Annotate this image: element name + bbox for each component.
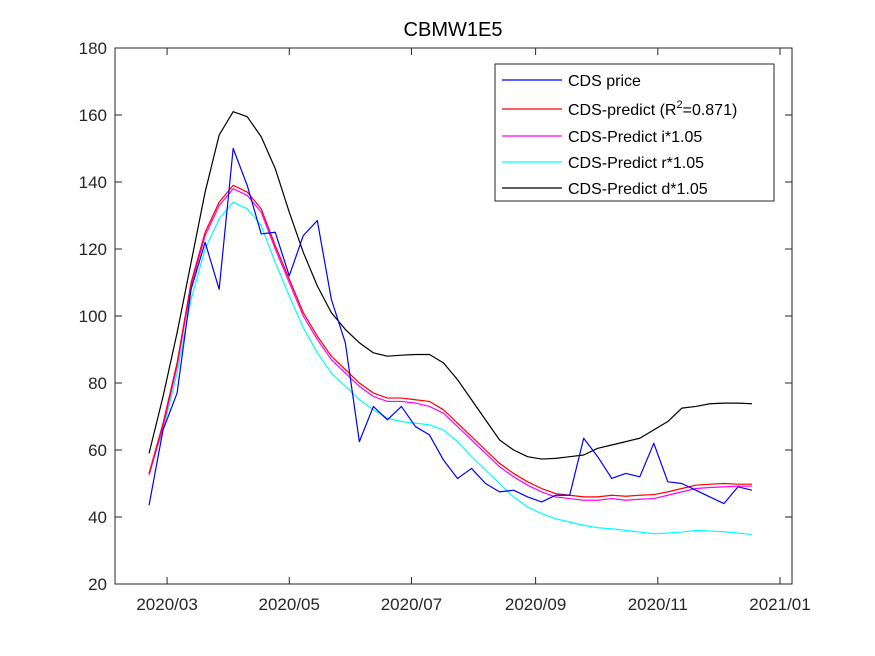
y-tick-label: 40 <box>88 508 107 527</box>
x-tick-label: 2020/11 <box>628 595 688 614</box>
legend-box <box>494 63 775 202</box>
x-tick-label: 2020/05 <box>259 595 320 614</box>
legend: CDS price CDS-predict (R2=0.871) CDS-Predi… <box>494 63 775 202</box>
legend-label-2: CDS-Predict i*1.05 <box>568 129 702 146</box>
series-line-2 <box>148 188 752 501</box>
y-tick-label: 20 <box>88 575 107 594</box>
x-tick-label: 2020/09 <box>505 595 566 614</box>
legend-label-4: CDS-Predict d*1.05 <box>568 181 708 198</box>
x-tick-label: 2020/07 <box>381 595 442 614</box>
y-tick-label: 120 <box>79 240 107 259</box>
axis-layer: 20 40 60 80 100 120 140 160 180 2020/03 2020/05 202… <box>79 39 811 614</box>
series-line-4 <box>148 111 752 460</box>
legend-label-0: CDS price <box>568 73 641 90</box>
y-tick-label: 100 <box>79 307 107 326</box>
legend-label-3: CDS-Predict r*1.05 <box>568 155 704 172</box>
x-tick-label: 2021/01 <box>749 595 810 614</box>
y-tick-label: 80 <box>88 374 107 393</box>
series-line-3 <box>148 201 752 536</box>
series-line-0 <box>148 147 753 506</box>
chart-title: CBMW1E5 <box>404 19 503 41</box>
y-tick-label: 180 <box>79 39 107 58</box>
x-tick-label: 2020/03 <box>136 595 197 614</box>
y-tick-label: 140 <box>79 173 107 192</box>
y-tick-label: 160 <box>79 106 107 125</box>
y-tick-label: 60 <box>88 441 107 460</box>
legend-label-1: CDS-predict (R2=0.871) <box>568 99 737 119</box>
series-layer <box>148 111 753 536</box>
